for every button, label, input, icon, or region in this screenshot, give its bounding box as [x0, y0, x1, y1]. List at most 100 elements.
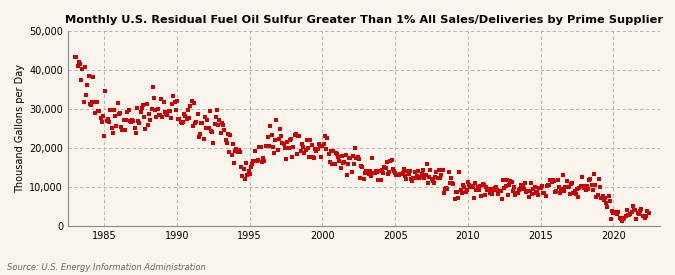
Point — [581, 184, 592, 189]
Point — [90, 100, 101, 104]
Point — [369, 171, 380, 175]
Point — [311, 148, 322, 153]
Point — [424, 174, 435, 179]
Point — [159, 109, 170, 114]
Point — [471, 188, 482, 193]
Point — [270, 138, 281, 142]
Point — [499, 185, 510, 190]
Point — [264, 144, 275, 148]
Point — [386, 158, 397, 162]
Point — [92, 100, 103, 104]
Point — [538, 191, 549, 195]
Point — [515, 186, 526, 191]
Point — [111, 124, 122, 128]
Title: Monthly U.S. Residual Fuel Oil Sulfur Greater Than 1% All Sales/Deliveries by Pr: Monthly U.S. Residual Fuel Oil Sulfur Gr… — [65, 15, 663, 25]
Point — [215, 131, 226, 135]
Point — [568, 191, 579, 195]
Point — [429, 180, 439, 185]
Point — [357, 165, 368, 170]
Point — [385, 159, 396, 163]
Point — [158, 100, 169, 104]
Point — [494, 189, 505, 194]
Point — [334, 159, 345, 164]
Point — [613, 210, 624, 214]
Point — [554, 185, 564, 190]
Point — [84, 102, 95, 106]
Point — [593, 177, 604, 182]
Point — [580, 188, 591, 192]
Point — [509, 185, 520, 189]
Point — [362, 169, 373, 174]
Point — [427, 178, 438, 183]
Point — [186, 99, 197, 104]
Point — [151, 115, 162, 119]
Point — [529, 185, 540, 189]
Point — [315, 144, 325, 148]
Point — [435, 176, 446, 180]
Point — [526, 192, 537, 196]
Point — [597, 194, 608, 198]
Point — [368, 171, 379, 175]
Point — [502, 178, 512, 183]
Point — [558, 189, 569, 193]
Point — [465, 185, 476, 189]
Point — [269, 150, 279, 155]
Point — [390, 171, 401, 176]
Point — [622, 208, 632, 213]
Point — [418, 168, 429, 172]
Point — [300, 148, 311, 152]
Point — [194, 132, 205, 136]
Point — [98, 114, 109, 118]
Point — [336, 154, 347, 159]
Point — [598, 198, 609, 202]
Point — [246, 165, 256, 169]
Point — [176, 120, 187, 125]
Point — [105, 108, 115, 112]
Point — [169, 99, 180, 104]
Point — [322, 135, 333, 140]
Point — [110, 113, 121, 118]
Point — [207, 130, 217, 134]
Point — [643, 211, 654, 215]
Point — [389, 168, 400, 173]
Point — [184, 116, 194, 120]
Point — [259, 159, 270, 163]
Point — [345, 156, 356, 161]
Point — [614, 216, 625, 220]
Point — [539, 191, 549, 195]
Point — [446, 176, 456, 180]
Point — [170, 108, 181, 112]
Point — [460, 189, 471, 194]
Point — [488, 188, 499, 192]
Point — [426, 177, 437, 182]
Point — [182, 117, 192, 122]
Point — [573, 195, 584, 199]
Point — [634, 211, 645, 216]
Point — [223, 150, 234, 154]
Point — [616, 216, 626, 221]
Point — [589, 172, 599, 176]
Point — [71, 54, 82, 59]
Point — [541, 184, 552, 189]
Point — [430, 175, 441, 179]
Point — [511, 191, 522, 195]
Point — [200, 115, 211, 119]
Point — [540, 194, 551, 199]
Point — [523, 195, 534, 200]
Point — [432, 176, 443, 180]
Point — [631, 217, 642, 221]
Point — [533, 192, 543, 197]
Point — [89, 111, 100, 115]
Point — [552, 177, 563, 182]
Point — [479, 193, 490, 197]
Point — [208, 140, 219, 145]
Point — [518, 187, 529, 191]
Point — [485, 187, 496, 191]
Point — [286, 137, 296, 142]
Point — [475, 184, 485, 189]
Point — [205, 109, 215, 113]
Point — [453, 195, 464, 200]
Point — [325, 149, 336, 153]
Point — [148, 96, 159, 101]
Point — [219, 128, 230, 133]
